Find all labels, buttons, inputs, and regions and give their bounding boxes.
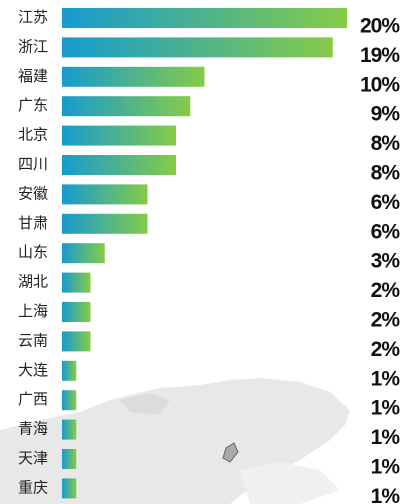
value-label: 8% <box>371 162 401 185</box>
bar <box>62 66 205 87</box>
bar <box>62 449 77 469</box>
bar <box>62 360 77 381</box>
category-label: 广东 <box>18 97 48 114</box>
category-label: 湖北 <box>18 274 48 291</box>
bar <box>62 155 176 175</box>
value-label: 6% <box>371 220 401 243</box>
value-label: 9% <box>371 103 401 126</box>
category-label: 广西 <box>18 391 48 408</box>
category-label: 天津 <box>18 450 48 467</box>
value-label: 19% <box>360 44 400 67</box>
category-label: 江苏 <box>18 9 48 26</box>
category-label: 山东 <box>18 244 48 261</box>
bar <box>62 243 105 264</box>
category-label: 青海 <box>18 421 48 438</box>
bar <box>62 8 347 28</box>
category-label: 浙江 <box>18 38 48 55</box>
value-label: 20% <box>360 15 400 38</box>
bar <box>62 125 176 146</box>
value-label: 1% <box>371 456 401 479</box>
bar <box>62 96 191 117</box>
value-label: 2% <box>371 309 401 332</box>
value-label: 6% <box>371 191 401 214</box>
background-map <box>0 378 350 504</box>
category-label: 云南 <box>18 332 48 349</box>
value-label: 2% <box>371 279 401 302</box>
bar <box>62 184 148 205</box>
category-label: 甘肃 <box>18 215 48 232</box>
value-label: 1% <box>371 485 401 504</box>
category-label: 北京 <box>18 127 48 144</box>
value-label: 1% <box>371 426 401 449</box>
bar <box>62 37 333 58</box>
value-label: 1% <box>371 397 401 420</box>
value-label: 8% <box>371 132 401 155</box>
value-label: 1% <box>371 367 401 390</box>
value-label: 3% <box>371 250 401 273</box>
category-label: 大连 <box>18 362 48 379</box>
bar <box>62 302 91 322</box>
category-label: 四川 <box>18 156 48 173</box>
category-label: 重庆 <box>18 479 48 496</box>
category-label: 上海 <box>18 303 48 320</box>
value-label: 2% <box>371 338 401 361</box>
category-label: 安徽 <box>18 185 48 202</box>
value-label: 10% <box>360 73 400 96</box>
bar <box>62 390 77 411</box>
bar <box>62 213 148 234</box>
bar <box>62 331 91 352</box>
bar <box>62 272 91 293</box>
category-label: 福建 <box>18 68 48 85</box>
bar <box>62 478 77 499</box>
bar <box>62 419 77 440</box>
